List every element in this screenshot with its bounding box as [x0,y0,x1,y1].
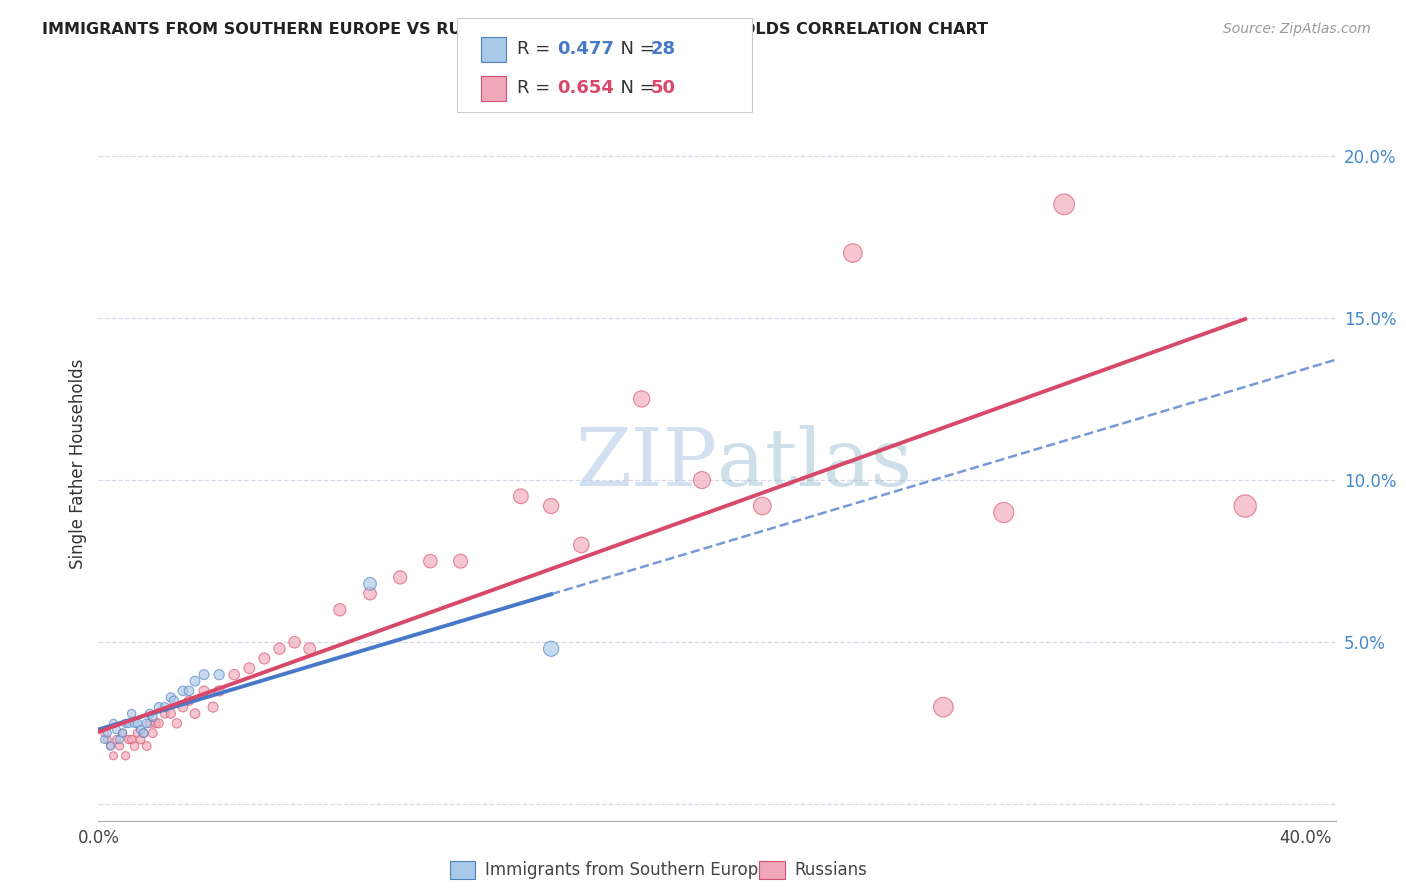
Text: IMMIGRANTS FROM SOUTHERN EUROPE VS RUSSIAN SINGLE FATHER HOUSEHOLDS CORRELATION : IMMIGRANTS FROM SOUTHERN EUROPE VS RUSSI… [42,22,988,37]
Point [184,674,207,689]
Point [172,700,194,714]
Point [172,684,194,698]
Point [284,635,307,649]
Point [298,641,321,656]
Text: N =: N = [609,79,661,97]
Point [1234,499,1257,513]
Point [121,706,143,721]
Point [269,641,291,656]
Point [184,706,207,721]
Point [100,739,122,753]
Point [193,667,215,681]
Point [111,726,134,740]
Point [124,739,146,753]
Point [389,570,412,584]
Point [163,693,186,707]
Text: Russians: Russians [794,861,868,879]
Text: 0.477: 0.477 [557,40,613,58]
Point [690,473,713,487]
Point [202,700,225,714]
Point [129,723,152,737]
Point [132,726,155,740]
Point [148,700,170,714]
Point [569,538,592,552]
Point [114,716,136,731]
Point [121,732,143,747]
Point [108,732,131,747]
Point [238,661,260,675]
Point [138,716,160,731]
Point [177,684,200,698]
Point [1053,197,1076,211]
Point [105,723,128,737]
Point [359,586,381,600]
Point [208,684,231,698]
Point [540,499,562,513]
Point [993,506,1015,520]
Point [132,726,155,740]
Point [114,748,136,763]
Point [127,716,149,731]
Point [359,577,381,591]
Point [117,716,139,731]
Point [142,710,165,724]
Point [108,739,131,753]
Text: Source: ZipAtlas.com: Source: ZipAtlas.com [1223,22,1371,37]
Point [419,554,441,568]
Point [540,641,562,656]
Point [111,726,134,740]
Point [224,667,246,681]
Text: 28: 28 [651,40,676,58]
Point [93,732,115,747]
Point [142,726,165,740]
Point [177,693,200,707]
Point [160,706,183,721]
Point [329,603,352,617]
Point [208,667,231,681]
Point [751,499,773,513]
Point [145,716,167,731]
Point [124,716,146,731]
Point [148,716,170,731]
Point [93,726,115,740]
Point [100,739,122,753]
Text: Immigrants from Southern Europe: Immigrants from Southern Europe [485,861,769,879]
Y-axis label: Single Father Households: Single Father Households [69,359,87,569]
Point [96,726,118,740]
Point [135,739,157,753]
Point [509,489,531,503]
Point [253,651,276,665]
Text: ZIP: ZIP [575,425,717,503]
Point [630,392,652,406]
Text: N =: N = [609,40,661,58]
Point [105,732,128,747]
Text: 0.654: 0.654 [557,79,613,97]
Text: atlas: atlas [717,425,912,503]
Text: R =: R = [517,40,557,58]
Point [842,246,865,260]
Point [103,716,125,731]
Point [135,716,157,731]
Point [166,716,188,731]
Point [193,684,215,698]
Point [153,700,176,714]
Point [117,732,139,747]
Point [138,706,160,721]
Text: 50: 50 [651,79,676,97]
Point [932,700,955,714]
Point [96,732,118,747]
Point [450,554,472,568]
Point [160,690,183,705]
Text: R =: R = [517,79,557,97]
Point [103,748,125,763]
Point [153,706,176,721]
Point [129,732,152,747]
Point [127,726,149,740]
